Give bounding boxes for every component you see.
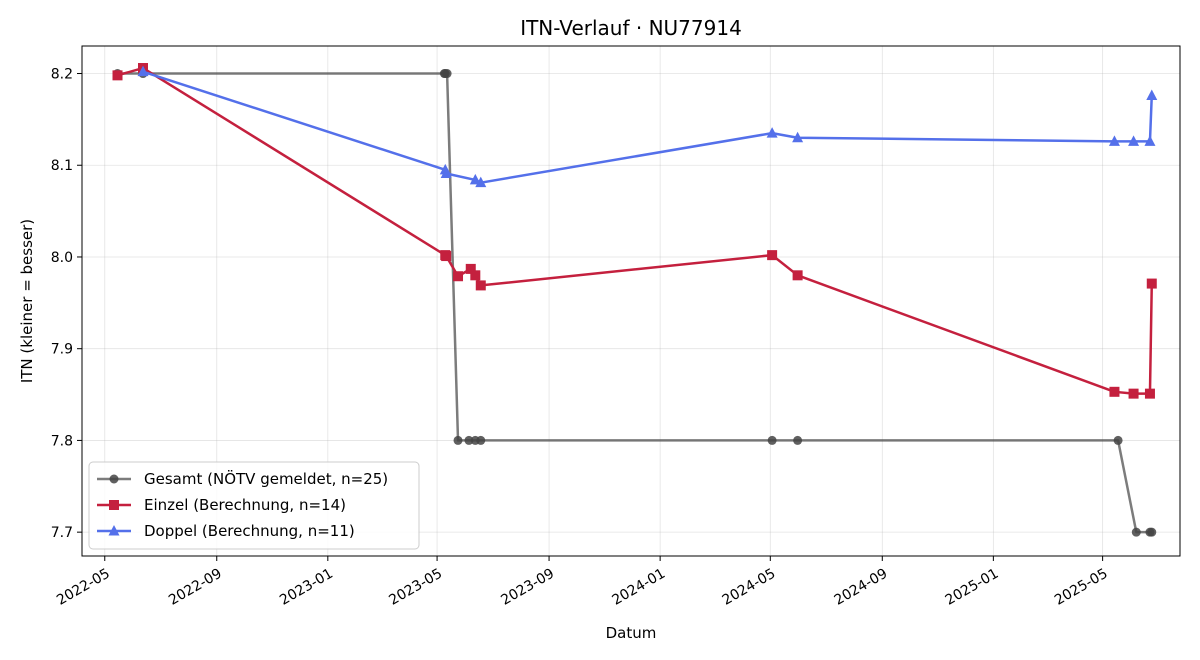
data-point-circle [767, 435, 777, 445]
data-point-square [470, 270, 481, 281]
data-point-triangle [440, 167, 452, 178]
data-point-circle [464, 435, 474, 445]
y-tick-label: 7.7 [51, 525, 73, 541]
data-point-circle [476, 435, 486, 445]
data-point-triangle [475, 176, 487, 188]
x-axis-label: Datum [606, 624, 657, 642]
data-point-square [475, 280, 486, 291]
legend-label-triangle: Doppel (Berechnung, n=11) [144, 522, 355, 540]
data-point-square [1128, 388, 1139, 399]
data-point-triangle [137, 65, 149, 77]
y-tick-label: 7.8 [51, 433, 73, 449]
x-tick-label: 2022-05 [54, 566, 113, 609]
data-point-square [465, 263, 476, 274]
legend-marker-circle [109, 474, 119, 484]
data-point-circle [1131, 527, 1141, 537]
x-tick-label: 2024-01 [609, 566, 668, 609]
data-point-square [792, 270, 803, 281]
legend-marker-square [109, 500, 119, 510]
data-point-square [1146, 278, 1157, 289]
data-point-triangle [1144, 135, 1156, 146]
series-line-triangle [142, 70, 1154, 184]
x-tick-label: 2025-01 [943, 566, 1002, 609]
data-point-triangle [792, 131, 804, 143]
x-tick-label: 2023-05 [386, 566, 445, 609]
legend-marker-triangle [108, 525, 120, 536]
series-line-square [117, 66, 1154, 395]
x-tick-label: 2023-09 [498, 566, 557, 609]
legend-label-square: Einzel (Berechnung, n=14) [144, 496, 346, 514]
legend-label-circle: Gesamt (NÖTV gemeldet, n=25) [144, 469, 388, 488]
y-tick-label: 8.0 [51, 250, 73, 266]
data-point-square [112, 70, 123, 81]
data-point-circle [793, 435, 803, 445]
data-point-triangle [469, 173, 481, 185]
data-point-triangle [766, 127, 778, 138]
data-point-triangle [1108, 135, 1120, 146]
data-point-square [453, 271, 464, 282]
data-point-circle [1147, 527, 1157, 537]
legend: Gesamt (NÖTV gemeldet, n=25) Einzel (Bere… [88, 461, 420, 550]
y-tick-label: 8.2 [51, 67, 73, 83]
data-point-circle [453, 435, 463, 445]
series-layer [112, 63, 1158, 537]
data-point-square [1144, 388, 1155, 399]
x-tick-label: 2025-05 [1052, 566, 1111, 609]
data-point-square [1109, 386, 1120, 397]
y-axis-label: ITN (kleiner = besser) [18, 219, 36, 383]
x-tick-label: 2023-01 [277, 566, 336, 609]
chart-title: ITN-Verlauf · NU77914 [520, 16, 742, 40]
y-tick-label: 8.1 [51, 158, 73, 174]
legend-frame [88, 461, 420, 550]
data-point-circle [1113, 435, 1123, 445]
x-tick-label: 2024-09 [832, 566, 891, 609]
x-tick-label: 2024-05 [720, 566, 779, 609]
plot-frame [81, 45, 1181, 557]
data-point-square [441, 251, 452, 262]
data-point-triangle [1128, 135, 1140, 146]
data-point-circle [442, 69, 452, 79]
data-point-triangle [1146, 89, 1158, 101]
series-triangle [137, 65, 1158, 188]
data-point-square [767, 250, 778, 261]
x-tick-label: 2022-09 [166, 566, 225, 609]
y-tick-label: 7.9 [51, 342, 73, 358]
series-square [112, 63, 1157, 399]
